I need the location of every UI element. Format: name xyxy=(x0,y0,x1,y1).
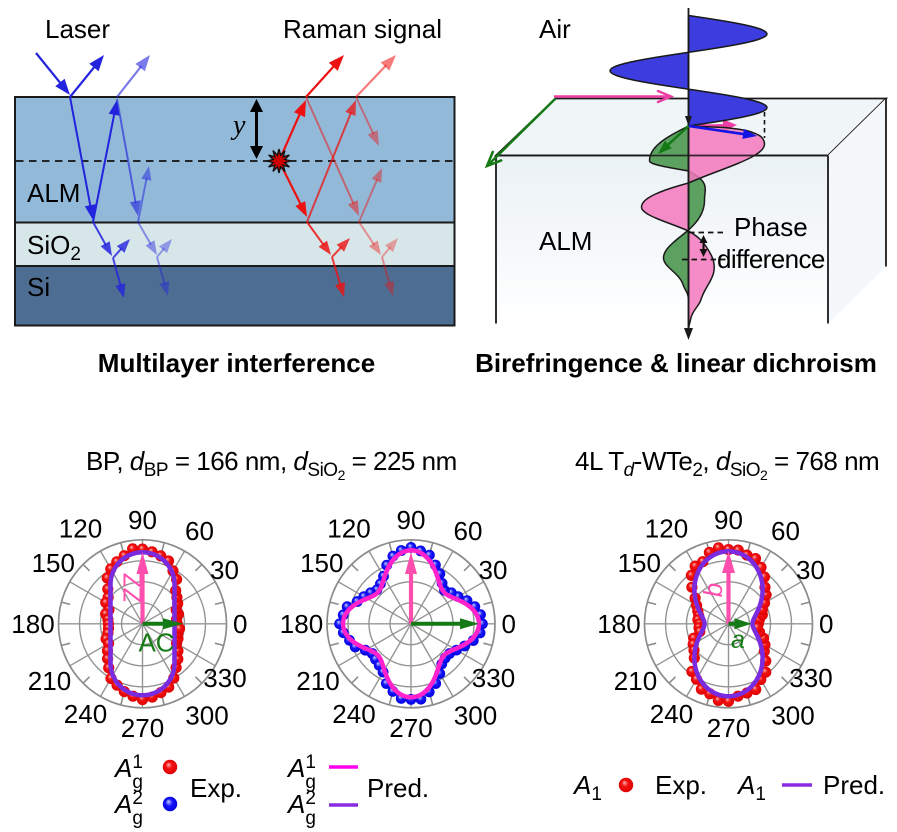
svg-text:b: b xyxy=(698,583,728,597)
svg-text:240: 240 xyxy=(64,699,107,729)
svg-text:90: 90 xyxy=(714,505,743,535)
svg-text:120: 120 xyxy=(59,513,102,543)
svg-text:ZZ: ZZ xyxy=(118,572,148,603)
svg-text:30: 30 xyxy=(796,555,825,585)
svg-text:A1g: A1 g xyxy=(286,752,316,793)
svg-text:210: 210 xyxy=(28,666,71,696)
svg-text:A1: A1 xyxy=(572,770,602,805)
svg-text:60: 60 xyxy=(454,516,483,546)
svg-text:Si: Si xyxy=(27,272,50,302)
svg-text:Exp.: Exp. xyxy=(190,773,242,803)
svg-text:Phase: Phase xyxy=(734,212,808,242)
svg-text:Multilayer interference: Multilayer interference xyxy=(98,348,375,378)
svg-text:270: 270 xyxy=(121,713,164,743)
svg-text:270: 270 xyxy=(707,713,750,743)
svg-text:AC: AC xyxy=(138,628,174,658)
svg-text:90: 90 xyxy=(397,505,426,535)
svg-text:300: 300 xyxy=(771,700,814,730)
svg-text:210: 210 xyxy=(296,666,339,696)
svg-text:60: 60 xyxy=(185,516,214,546)
svg-text:150: 150 xyxy=(300,548,343,578)
svg-text:180: 180 xyxy=(597,609,640,639)
svg-text:ALM: ALM xyxy=(27,178,80,208)
svg-text:330: 330 xyxy=(789,663,832,693)
svg-text:120: 120 xyxy=(645,513,688,543)
svg-text:240: 240 xyxy=(650,699,693,729)
svg-text:270: 270 xyxy=(389,713,432,743)
svg-text:180: 180 xyxy=(280,609,323,639)
svg-text:300: 300 xyxy=(185,700,228,730)
svg-text:A2g: A2 g xyxy=(113,788,143,829)
svg-text:A1: A1 xyxy=(736,770,766,805)
svg-text:Exp.: Exp. xyxy=(655,770,707,800)
svg-text:difference: difference xyxy=(717,244,825,274)
svg-text:A2g: A2 g xyxy=(286,788,316,829)
svg-text:0: 0 xyxy=(819,609,833,639)
svg-text:90: 90 xyxy=(128,505,157,535)
svg-text:y: y xyxy=(230,110,246,141)
svg-text:180: 180 xyxy=(11,609,54,639)
svg-text:Birefringence & linear dichroi: Birefringence & linear dichroism xyxy=(475,348,877,378)
svg-text:a: a xyxy=(731,626,745,654)
svg-text:Laser: Laser xyxy=(45,14,110,44)
svg-text:Raman signal: Raman signal xyxy=(283,14,442,44)
svg-text:ALM: ALM xyxy=(539,226,592,256)
svg-text:Pred.: Pred. xyxy=(823,770,885,800)
svg-text:0: 0 xyxy=(501,609,515,639)
svg-text:240: 240 xyxy=(332,699,375,729)
svg-text:0: 0 xyxy=(233,609,247,639)
svg-text:30: 30 xyxy=(210,555,239,585)
svg-text:30: 30 xyxy=(479,555,508,585)
svg-text:60: 60 xyxy=(771,516,800,546)
svg-text:150: 150 xyxy=(32,548,75,578)
svg-text:330: 330 xyxy=(203,663,246,693)
svg-text:A1g: A1 g xyxy=(113,752,143,793)
svg-text:Air: Air xyxy=(539,14,571,44)
svg-text:120: 120 xyxy=(327,513,370,543)
svg-text:300: 300 xyxy=(454,700,497,730)
svg-text:150: 150 xyxy=(618,548,661,578)
svg-text:Pred.: Pred. xyxy=(367,773,429,803)
svg-text:330: 330 xyxy=(472,663,515,693)
svg-text:210: 210 xyxy=(614,666,657,696)
